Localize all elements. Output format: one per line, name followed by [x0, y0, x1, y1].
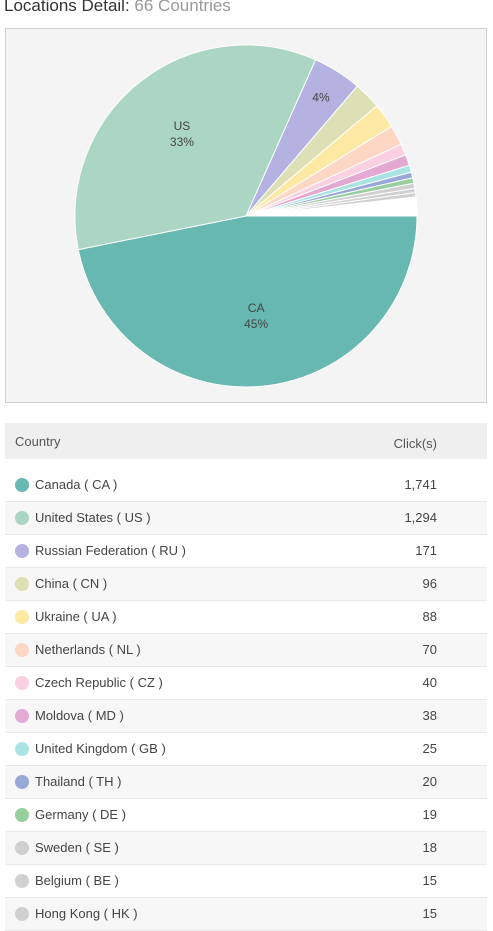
country-name: Thailand ( TH ) [35, 774, 122, 789]
click-count: 15 [422, 906, 437, 921]
country-name: Germany ( DE ) [35, 807, 127, 822]
country-name: Ukraine ( UA ) [35, 609, 117, 624]
table-row: Belgium ( BE ) 15 [5, 865, 487, 898]
table-row: Sweden ( SE ) 18 [5, 832, 487, 865]
color-swatch [15, 841, 29, 855]
country-name: Czech Republic ( CZ ) [35, 675, 163, 690]
table-row: Russian Federation ( RU ) 171 [5, 535, 487, 568]
color-swatch [15, 643, 29, 657]
color-swatch [15, 610, 29, 624]
click-count: 40 [422, 675, 437, 690]
click-count: 70 [422, 642, 437, 657]
pie-slice-label: CA 45% [244, 301, 268, 331]
color-swatch [15, 478, 29, 492]
pie-slice-label: US 33% [170, 119, 194, 149]
clicks-column-header: Click(s) [393, 436, 437, 451]
country-name: Hong Kong ( HK ) [35, 906, 138, 921]
country-name: Moldova ( MD ) [35, 708, 124, 723]
locations-table: Country Click(s) Canada ( CA ) 1,741 Unite… [5, 423, 487, 931]
table-row: Thailand ( TH ) 20 [5, 766, 487, 799]
table-row: Germany ( DE ) 19 [5, 799, 487, 832]
pie-slice [77, 215, 418, 388]
click-count: 25 [422, 741, 437, 756]
table-row: Netherlands ( NL ) 70 [5, 634, 487, 667]
pie-chart-panel: CA 45% US 33% 4% [5, 28, 487, 403]
table-row: Hong Kong ( HK ) 15 [5, 898, 487, 931]
country-name: Canada ( CA ) [35, 477, 118, 492]
table-row: Ukraine ( UA ) 88 [5, 601, 487, 634]
country-name: China ( CN ) [35, 576, 108, 591]
color-swatch [15, 676, 29, 690]
click-count: 20 [422, 774, 437, 789]
table-row: Moldova ( MD ) 38 [5, 700, 487, 733]
color-swatch [15, 808, 29, 822]
table-row: Canada ( CA ) 1,741 [5, 469, 487, 502]
click-count: 171 [415, 543, 437, 558]
table-row: United States ( US ) 1,294 [5, 502, 487, 535]
click-count: 15 [422, 873, 437, 888]
page-title: Locations Detail: 66 Countries [4, 0, 231, 16]
click-count: 38 [422, 708, 437, 723]
pie-chart: CA 45% US 33% 4% [74, 44, 418, 388]
country-name: United Kingdom ( GB ) [35, 741, 166, 756]
country-column-header: Country [15, 434, 61, 449]
pie-slice [245, 214, 418, 217]
country-name: Belgium ( BE ) [35, 873, 119, 888]
table-header: Country Click(s) [5, 423, 487, 459]
color-swatch [15, 577, 29, 591]
click-count: 19 [422, 807, 437, 822]
pie-slice-label: 4% [312, 90, 330, 104]
color-swatch [15, 544, 29, 558]
table-body: Canada ( CA ) 1,741 United States ( US ) 1,… [5, 469, 487, 931]
title-label: Locations Detail: [4, 0, 130, 15]
color-swatch [15, 907, 29, 921]
color-swatch [15, 709, 29, 723]
click-count: 1,741 [404, 477, 437, 492]
color-swatch [15, 511, 29, 525]
table-row: United Kingdom ( GB ) 25 [5, 733, 487, 766]
country-count: 66 Countries [134, 0, 231, 15]
country-name: United States ( US ) [35, 510, 151, 525]
click-count: 88 [422, 609, 437, 624]
click-count: 18 [422, 840, 437, 855]
click-count: 1,294 [404, 510, 437, 525]
country-name: Sweden ( SE ) [35, 840, 119, 855]
color-swatch [15, 742, 29, 756]
table-row: Czech Republic ( CZ ) 40 [5, 667, 487, 700]
color-swatch [15, 874, 29, 888]
color-swatch [15, 775, 29, 789]
click-count: 96 [422, 576, 437, 591]
table-row: China ( CN ) 96 [5, 568, 487, 601]
pie-slice [74, 44, 317, 251]
country-name: Russian Federation ( RU ) [35, 543, 186, 558]
country-name: Netherlands ( NL ) [35, 642, 141, 657]
